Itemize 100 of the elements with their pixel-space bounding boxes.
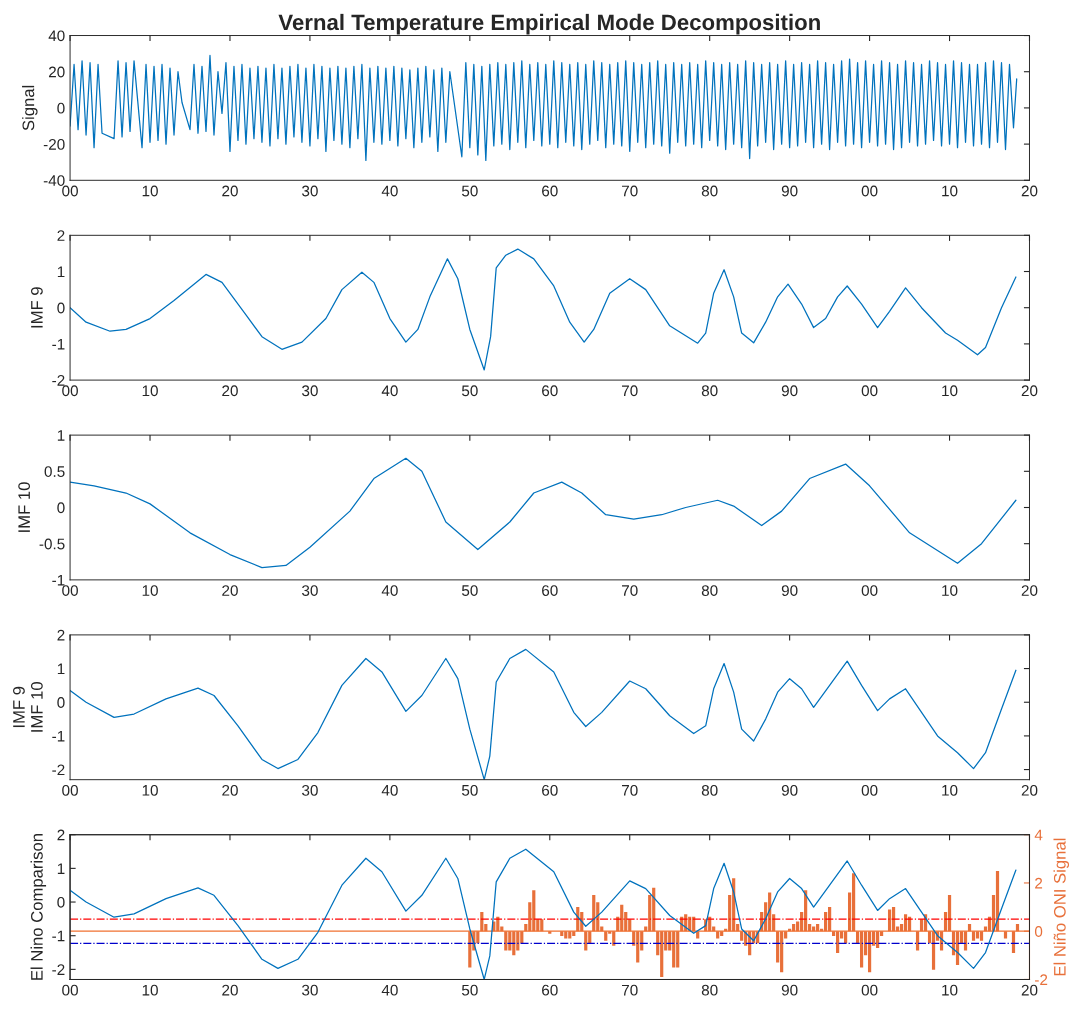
y-tick-label: 2 — [57, 230, 65, 241]
x-tick-label: 00 — [62, 185, 78, 197]
x-tick-label: 20 — [222, 385, 238, 397]
x-tick-label: 40 — [381, 185, 398, 197]
x-tick-label: 20 — [1021, 185, 1038, 197]
x-tick-label: 80 — [701, 585, 718, 596]
x-tick-label: 10 — [142, 385, 158, 397]
x-tick-label: 70 — [622, 585, 638, 596]
y-tick-label: 2 — [57, 829, 65, 841]
x-tick-label: 00 — [62, 385, 78, 397]
x-tick-label: 80 — [701, 784, 718, 796]
x-tick-label: 50 — [461, 585, 478, 596]
x-tick-label: 70 — [622, 984, 638, 996]
x-tick-label: 60 — [542, 784, 558, 796]
x-tick-label: 30 — [302, 984, 318, 996]
x-tick-label: 50 — [461, 984, 478, 996]
y-tick-label: -1 — [52, 574, 65, 586]
x-tick-label: 20 — [222, 984, 238, 996]
x-tick-label: 70 — [622, 385, 638, 397]
x-tick-label: 20 — [1021, 585, 1038, 596]
x-tick-label: 20 — [222, 585, 238, 596]
x-tick-label: 30 — [302, 784, 318, 796]
x-tick-label: 00 — [62, 585, 78, 596]
y-tick-label: -2 — [52, 764, 65, 776]
x-tick-label: 20 — [1021, 784, 1038, 796]
x-tick-label: 10 — [142, 585, 158, 596]
line-series — [70, 648, 1017, 780]
x-tick-label: 50 — [461, 784, 478, 796]
x-tick-label: 10 — [142, 784, 158, 796]
x-tick-label: 70 — [622, 784, 638, 796]
x-tick-label: 40 — [381, 385, 398, 397]
x-tick-label: 90 — [781, 784, 798, 796]
x-tick-label: 00 — [62, 784, 78, 796]
y-tick-label: 0 — [57, 502, 65, 514]
x-tick-label: 90 — [781, 585, 798, 596]
y-tick-label: 1 — [57, 266, 65, 278]
y-axis-title: IMF 10 — [18, 482, 31, 532]
x-tick-label: 10 — [942, 385, 958, 397]
y-tick-label: 0 — [57, 302, 65, 314]
x-tick-label: 60 — [542, 385, 558, 397]
y-tick-label: 20 — [48, 66, 65, 78]
x-tick-label: 20 — [1021, 385, 1038, 397]
line-series — [70, 54, 1018, 162]
y-tick-label: 1 — [57, 663, 65, 675]
x-tick-label: 00 — [861, 585, 878, 596]
x-tick-label: 90 — [781, 984, 798, 996]
x-tick-label: 80 — [701, 984, 718, 996]
y-tick-label: 1 — [57, 430, 65, 441]
x-tick-label: 60 — [542, 185, 558, 197]
x-tick-label: 10 — [942, 984, 958, 996]
y-tick-label: -1 — [52, 730, 65, 742]
x-tick-label: 10 — [142, 984, 158, 996]
y-tick-label: 2 — [57, 629, 65, 641]
x-tick-label: 20 — [1021, 984, 1038, 996]
x-tick-label: 00 — [62, 984, 78, 996]
x-tick-label: 00 — [861, 385, 878, 397]
y-tick-label: -2 — [52, 374, 65, 386]
y-tick-label: -1 — [52, 930, 65, 942]
x-tick-label: 80 — [701, 185, 718, 197]
x-tick-label: 30 — [302, 185, 318, 197]
line-series — [70, 457, 1017, 569]
y2-tick-label: 4 — [1034, 829, 1043, 841]
y-tick-label: -40 — [43, 175, 65, 186]
x-tick-label: 20 — [222, 185, 238, 197]
x-tick-label: 40 — [381, 984, 398, 996]
y2-axis-title: El Niño ONI Signal — [1053, 838, 1070, 976]
y2-tick-label: -2 — [1035, 974, 1048, 986]
y2-tick-label: 0 — [1034, 926, 1043, 937]
y-tick-label: 1 — [57, 863, 65, 874]
y-tick-label: 0 — [57, 896, 65, 908]
x-tick-label: 40 — [381, 784, 398, 796]
y-axis-title: Signal — [22, 85, 38, 131]
y-axis-title: El Nino Comparison — [30, 834, 47, 980]
x-tick-label: 00 — [861, 984, 878, 996]
x-tick-label: 60 — [542, 585, 558, 596]
x-tick-label: 90 — [781, 385, 798, 397]
y-tick-label: 0 — [57, 697, 65, 708]
x-tick-label: 50 — [461, 385, 478, 397]
x-tick-label: 10 — [942, 185, 958, 197]
line-series — [70, 248, 1017, 371]
y-tick-label: -0.5 — [39, 538, 65, 550]
y-axis-title: IMF 9 IMF 10 — [13, 682, 43, 732]
x-tick-label: 00 — [861, 784, 878, 796]
x-tick-label: 60 — [542, 984, 558, 996]
y2-tick-label: 2 — [1035, 877, 1043, 889]
x-tick-label: 50 — [461, 185, 478, 197]
x-tick-label: 70 — [622, 185, 638, 197]
y-tick-label: 40 — [48, 30, 65, 42]
x-tick-label: 20 — [222, 784, 238, 796]
x-tick-label: 10 — [942, 585, 958, 596]
chart-title: Vernal Temperature Empirical Mode Decomposition — [278, 13, 820, 35]
x-tick-label: 40 — [381, 585, 398, 596]
x-tick-label: 80 — [701, 385, 718, 397]
x-tick-label: 30 — [302, 385, 318, 397]
y-tick-label: 0 — [57, 102, 65, 114]
line-series — [70, 848, 1017, 980]
y-tick-label: -20 — [43, 138, 65, 150]
x-tick-label: 00 — [861, 185, 878, 197]
y-tick-label: -2 — [52, 964, 65, 975]
y-axis-title: IMF 9 — [30, 287, 43, 328]
